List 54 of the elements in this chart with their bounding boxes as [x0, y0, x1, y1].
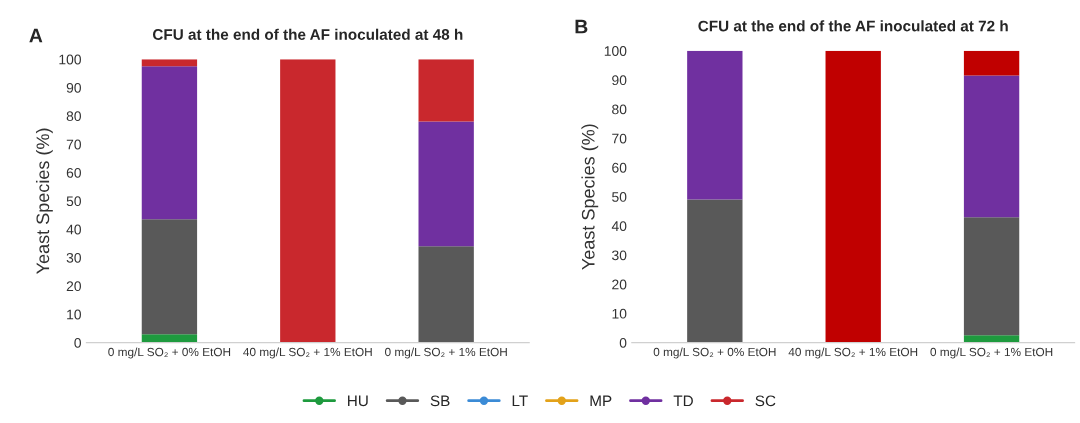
x-tick-label: 40 mg/L SO₂ + 1% EtOH — [788, 347, 918, 359]
y-tick-label: 20 — [66, 281, 81, 292]
y-tick-label: 100 — [59, 54, 81, 65]
chart-title: CFU at the end of the AF inoculated at 72 h — [698, 20, 1008, 32]
y-tick-label: 50 — [612, 192, 627, 202]
legend-label: HU — [348, 395, 368, 407]
y-tick-label: 30 — [66, 252, 81, 263]
y-tick-label: 50 — [66, 196, 81, 207]
bar — [963, 75, 1020, 218]
y-tick-label: 10 — [67, 309, 81, 320]
text: A — [29, 28, 43, 43]
legend-label: TD — [673, 395, 693, 407]
y-tick-label: 60 — [66, 167, 81, 178]
bar — [141, 334, 198, 343]
y-axis-title: Yeast Species (%) — [35, 128, 53, 274]
y-tick-label: 0 — [74, 337, 81, 348]
chart-title: CFU at the end of the AF inoculated at 48 h — [152, 28, 463, 40]
bar — [825, 50, 881, 343]
bar — [141, 66, 198, 220]
bar — [963, 50, 1020, 76]
y-axis-title: Yeast Species (%) — [581, 124, 599, 270]
y-tick-label: 40 — [611, 221, 627, 232]
text: B — [575, 19, 588, 34]
y-tick-label: 20 — [612, 279, 627, 290]
legend-label: LT — [512, 395, 528, 407]
y-tick-label: 80 — [66, 111, 81, 122]
x-tick-label: 40 mg/L SO₂ + 1% EtOH — [243, 347, 372, 359]
y-tick-label: 90 — [66, 82, 81, 93]
bar — [687, 50, 743, 200]
y-tick-label: 30 — [612, 250, 627, 261]
bar — [280, 59, 336, 343]
bar — [963, 217, 1020, 336]
x-tick-label: 0 mg/L SO₂ + 1% EtOH — [930, 347, 1053, 359]
bar — [963, 335, 1020, 343]
bar — [418, 121, 474, 247]
y-tick-label: 60 — [612, 162, 627, 173]
y-tick-label: 90 — [612, 75, 627, 86]
x-tick-label: 0 mg/L SO₂ + 0% EtOH — [653, 347, 776, 359]
y-tick-label: 10 — [612, 308, 627, 319]
bar — [418, 246, 474, 343]
y-tick-label: 40 — [66, 224, 81, 235]
legend-label: SB — [430, 395, 450, 407]
y-tick-label: 100 — [604, 46, 627, 56]
bar — [687, 199, 743, 343]
x-tick-label: 0 mg/L SO₂ + 0% EtOH — [108, 347, 231, 359]
y-tick-label: 0 — [619, 337, 627, 348]
x-tick-label: 0 mg/L SO₂ + 1% EtOH — [385, 347, 507, 359]
y-tick-label: 80 — [612, 104, 627, 115]
y-tick-label: 70 — [66, 139, 81, 150]
legend-label: SC — [755, 395, 776, 407]
bar — [141, 219, 198, 335]
y-tick-label: 70 — [612, 133, 627, 144]
bar — [418, 59, 474, 122]
legend-label: MP — [590, 395, 612, 407]
